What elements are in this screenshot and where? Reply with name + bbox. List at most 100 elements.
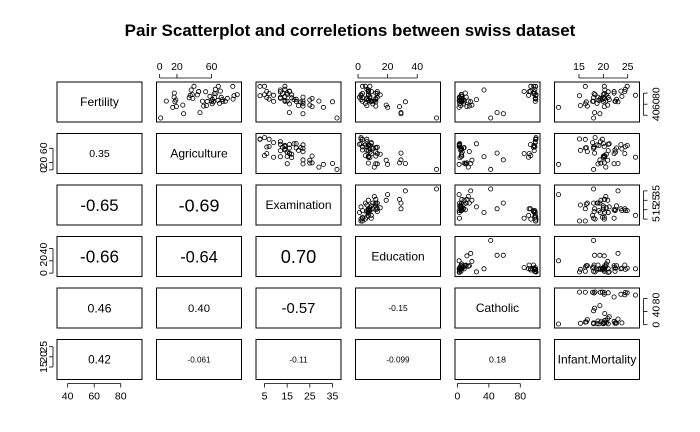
data-point bbox=[622, 292, 628, 298]
data-point bbox=[615, 160, 621, 166]
data-point bbox=[592, 252, 598, 258]
variable-label: Education bbox=[371, 250, 424, 264]
data-point bbox=[598, 97, 604, 103]
data-point bbox=[261, 83, 267, 89]
data-point bbox=[197, 110, 203, 116]
data-point bbox=[556, 321, 562, 327]
correlation-value: -0.099 bbox=[386, 355, 410, 364]
data-point bbox=[286, 150, 292, 156]
data-point bbox=[532, 208, 538, 214]
data-point bbox=[373, 153, 379, 159]
data-point bbox=[364, 86, 370, 92]
correlation-value: 0.46 bbox=[87, 301, 111, 315]
data-point bbox=[582, 136, 588, 142]
data-point bbox=[598, 160, 604, 166]
data-point bbox=[612, 320, 618, 326]
data-point bbox=[300, 161, 306, 167]
data-point bbox=[500, 111, 506, 117]
data-point bbox=[359, 91, 365, 97]
data-point bbox=[601, 160, 607, 166]
correlation-value: 0.42 bbox=[88, 354, 111, 367]
panel-5-4 bbox=[454, 339, 541, 380]
data-point bbox=[592, 305, 598, 311]
data-point bbox=[582, 289, 588, 295]
data-point bbox=[592, 269, 598, 275]
data-point bbox=[356, 94, 362, 100]
correlation-value: -0.061 bbox=[188, 355, 211, 364]
data-point bbox=[592, 216, 598, 222]
data-point bbox=[469, 102, 475, 108]
data-point bbox=[456, 192, 462, 198]
data-point bbox=[458, 266, 464, 272]
data-point bbox=[398, 157, 404, 163]
data-point bbox=[456, 215, 462, 221]
data-point bbox=[300, 94, 306, 100]
data-point bbox=[533, 83, 539, 89]
panel-0-3 bbox=[355, 81, 441, 123]
panel-1-4 bbox=[454, 133, 541, 174]
data-point bbox=[191, 83, 197, 89]
data-point bbox=[286, 145, 292, 151]
data-point bbox=[456, 141, 462, 147]
data-point bbox=[364, 103, 370, 109]
data-point bbox=[605, 157, 611, 163]
data-point bbox=[526, 151, 532, 157]
data-point bbox=[577, 266, 583, 272]
variable-label: Agriculture bbox=[170, 147, 228, 161]
data-point bbox=[591, 308, 597, 314]
data-point bbox=[307, 102, 313, 108]
data-point bbox=[469, 258, 475, 264]
data-point bbox=[293, 141, 299, 147]
data-point bbox=[213, 91, 219, 97]
data-point bbox=[433, 186, 439, 192]
data-point bbox=[577, 202, 583, 208]
data-point bbox=[633, 212, 639, 218]
data-point bbox=[577, 103, 583, 109]
correlation-value: -0.15 bbox=[388, 303, 408, 313]
data-point bbox=[533, 218, 539, 224]
data-point bbox=[365, 207, 371, 213]
data-point bbox=[613, 265, 619, 271]
data-point bbox=[334, 166, 340, 172]
data-point bbox=[201, 103, 207, 109]
tick-label: 0 bbox=[650, 322, 662, 328]
data-point bbox=[284, 161, 290, 167]
data-point bbox=[286, 142, 292, 148]
data-point bbox=[458, 92, 464, 98]
data-point bbox=[611, 89, 617, 95]
tick-label: 20 bbox=[597, 61, 609, 73]
data-point bbox=[591, 166, 597, 172]
correlation-value: 0.18 bbox=[489, 355, 506, 365]
data-point bbox=[531, 262, 537, 268]
panel-3-0 bbox=[56, 236, 143, 277]
data-point bbox=[605, 258, 611, 264]
data-point bbox=[526, 266, 532, 272]
data-point bbox=[468, 160, 474, 166]
data-point bbox=[367, 83, 373, 89]
data-point bbox=[595, 161, 601, 167]
data-point bbox=[527, 142, 533, 148]
data-point bbox=[173, 104, 179, 110]
data-point bbox=[582, 145, 588, 151]
data-point bbox=[582, 268, 588, 274]
data-point bbox=[532, 95, 538, 101]
data-point bbox=[370, 101, 376, 107]
tick-label: 5 bbox=[650, 216, 662, 222]
tick-label: 0 bbox=[157, 61, 163, 73]
tick-label: 15 bbox=[38, 361, 50, 373]
data-point bbox=[526, 92, 532, 98]
data-point bbox=[365, 153, 371, 159]
data-point bbox=[601, 268, 607, 274]
correlation-value: -0.57 bbox=[282, 301, 316, 317]
data-point bbox=[433, 115, 439, 121]
data-point bbox=[595, 318, 601, 324]
data-point bbox=[600, 266, 606, 272]
data-point bbox=[307, 97, 313, 103]
data-point bbox=[601, 290, 607, 296]
data-point bbox=[611, 294, 617, 300]
data-point bbox=[398, 150, 404, 156]
panel-0-0 bbox=[56, 81, 143, 123]
data-point bbox=[365, 160, 371, 166]
data-point bbox=[481, 154, 487, 160]
data-point bbox=[266, 136, 272, 142]
